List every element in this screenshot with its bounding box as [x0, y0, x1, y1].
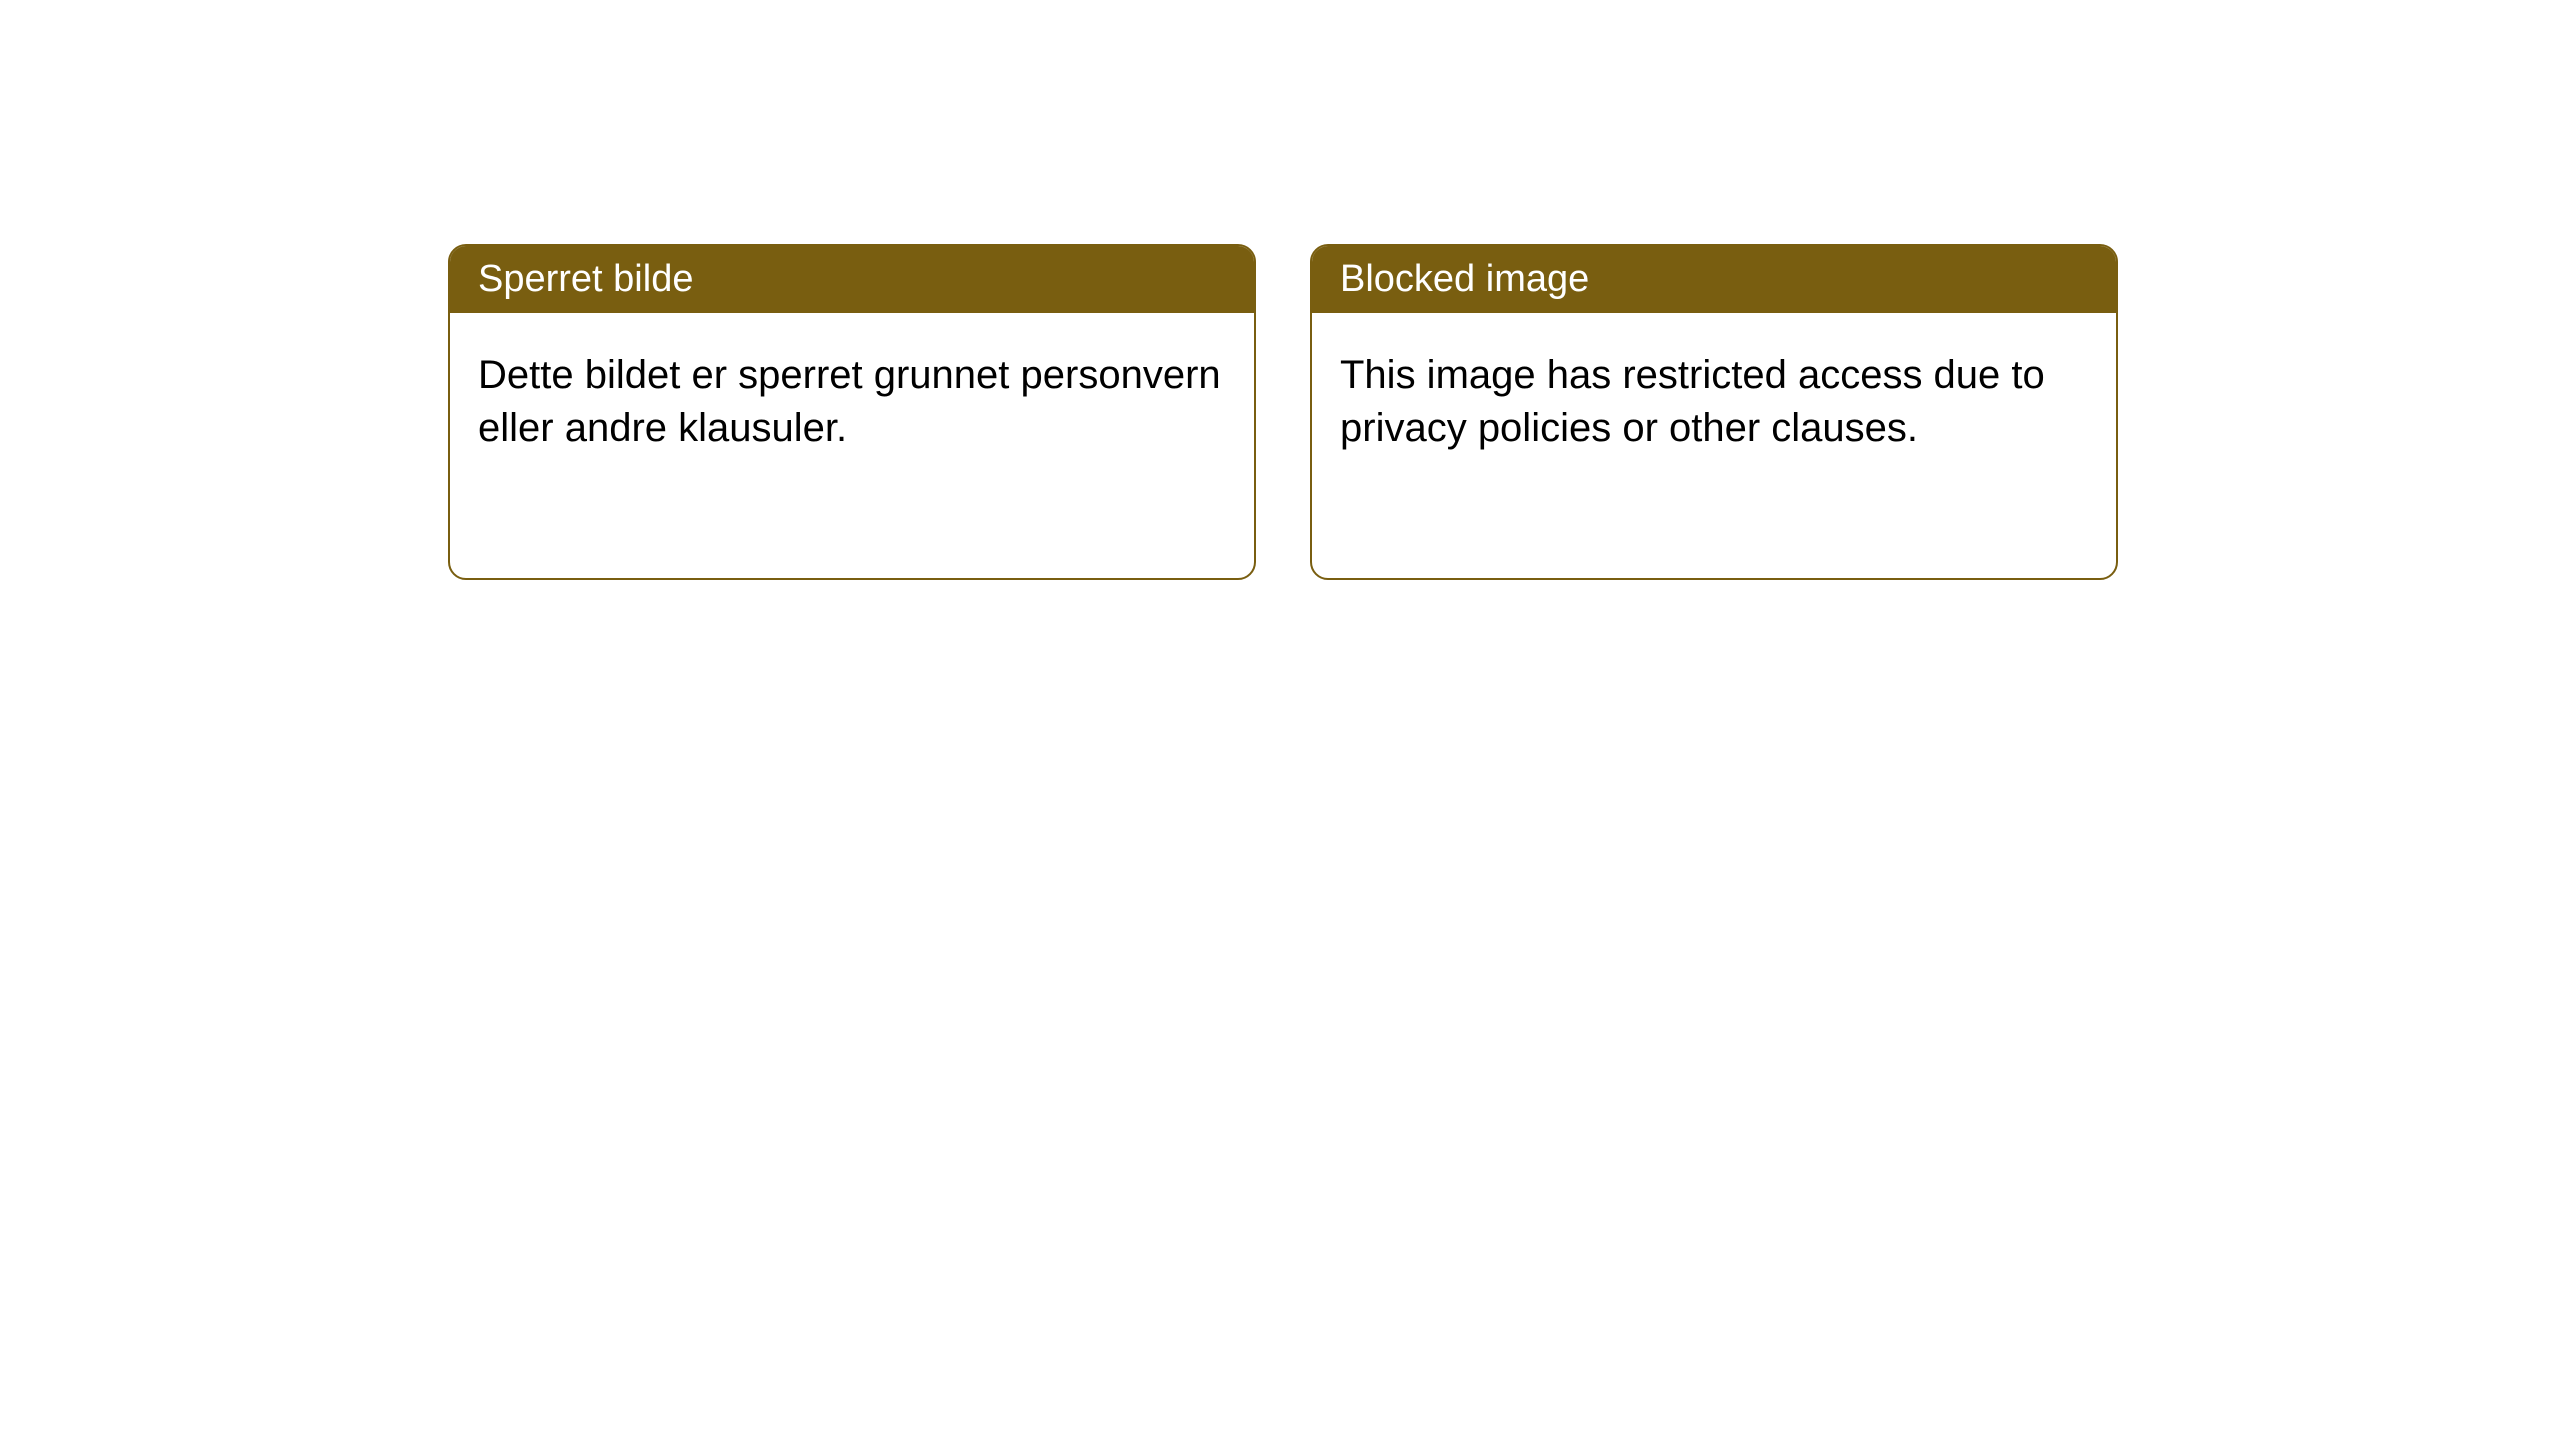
notice-body-norwegian: Dette bildet er sperret grunnet personve…: [450, 313, 1254, 491]
notice-header-english: Blocked image: [1312, 246, 2116, 313]
notice-card-english: Blocked image This image has restricted …: [1310, 244, 2118, 580]
notice-header-norwegian: Sperret bilde: [450, 246, 1254, 313]
notice-body-english: This image has restricted access due to …: [1312, 313, 2116, 491]
notice-card-norwegian: Sperret bilde Dette bildet er sperret gr…: [448, 244, 1256, 580]
notice-container: Sperret bilde Dette bildet er sperret gr…: [0, 0, 2560, 580]
